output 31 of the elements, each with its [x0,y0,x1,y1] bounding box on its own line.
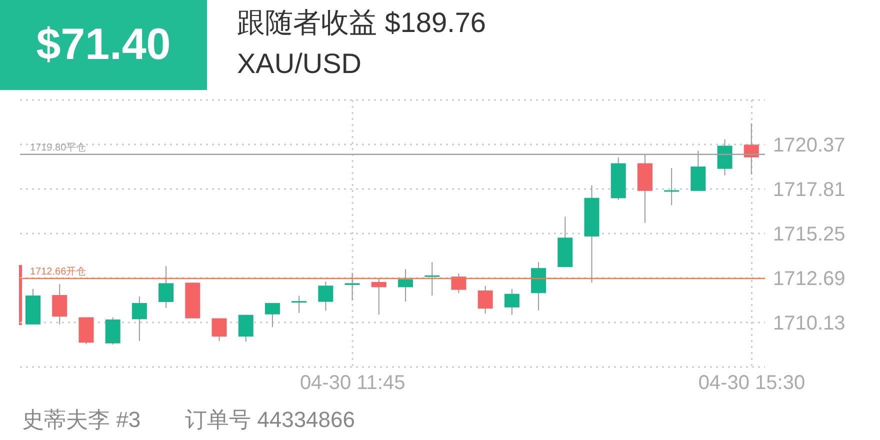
y-tick-label: 1712.69 [773,268,846,290]
candlestick [478,285,493,314]
y-tick-label: 1710.13 [773,312,846,335]
candlestick [398,268,413,302]
chart-title: 跟随者收益 $189.76 [237,6,486,40]
candlestick [371,278,386,316]
candlestick [52,283,68,325]
text: 史蒂夫李 #3 [22,406,141,434]
text: $71.40 [0,0,207,90]
x-tick-label: 04-30 15:30 [698,372,806,394]
candlestick [105,316,120,346]
y-tick-label: 1720.37 [773,134,846,157]
candlestick [238,314,254,342]
x-tick-label: 04-30 11:45 [300,372,406,394]
text: 订单号 44334866 [185,406,355,434]
y-tick-label: 1717.81 [773,179,846,202]
candlestick [318,281,334,312]
candlestick [344,272,360,301]
candlestick [504,288,520,316]
candlestick [292,295,307,314]
chart-subtitle: XAU/USD [237,48,362,80]
candlestick [424,262,440,296]
ref-line-label: 1719.80平仓 [30,141,86,154]
candlestick [132,296,147,342]
ref-line-label: 1712.66开仓 [30,266,86,278]
candlestick [158,266,174,308]
candlestick [664,167,680,206]
candlestick [451,272,466,294]
candlestick [264,302,280,328]
y-tick-label: 1715.25 [773,224,846,246]
candlestick [212,318,227,342]
